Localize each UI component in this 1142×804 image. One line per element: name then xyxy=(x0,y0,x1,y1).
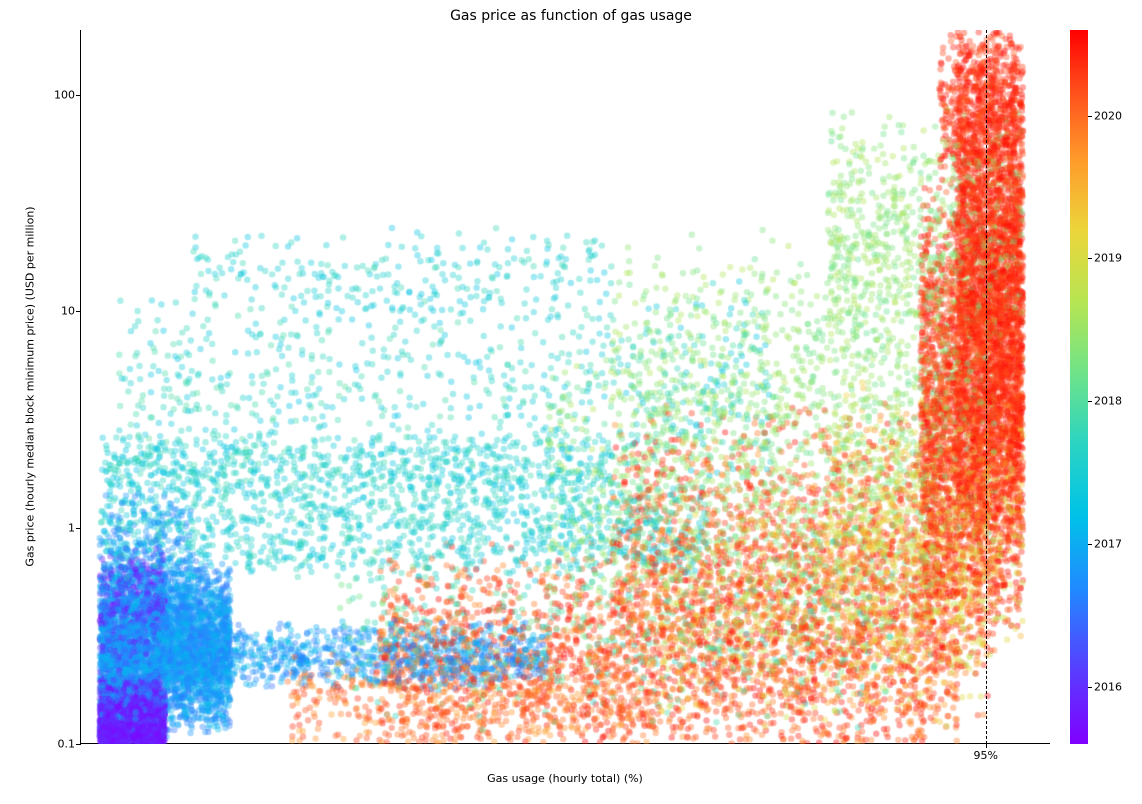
y-tick-label: 0.1 xyxy=(58,738,82,751)
y-tick-label: 1 xyxy=(68,521,81,534)
colorbar-tick-label: 2017 xyxy=(1088,538,1122,551)
colorbar-tick-label: 2018 xyxy=(1088,395,1122,408)
x-tick-label: 95% xyxy=(973,743,997,762)
chart-title: Gas price as function of gas usage xyxy=(0,8,1142,24)
reference-line-95pct xyxy=(986,30,987,744)
colorbar-tick-label: 2016 xyxy=(1088,680,1122,693)
y-axis-label: Gas price (hourly median block minimum p… xyxy=(24,30,37,744)
colorbar: 20162017201820192020 xyxy=(1070,30,1088,744)
x-axis-label: Gas usage (hourly total) (%) xyxy=(80,772,1050,785)
chart-container: Gas price as function of gas usage 0.111… xyxy=(0,0,1142,804)
plot-area: 0.1110100 95% xyxy=(80,30,1050,744)
y-tick-label: 100 xyxy=(54,89,81,102)
colorbar-tick-label: 2020 xyxy=(1088,109,1122,122)
colorbar-gradient xyxy=(1070,30,1088,744)
colorbar-tick-label: 2019 xyxy=(1088,252,1122,265)
y-tick-label: 10 xyxy=(61,305,81,318)
scatter-canvas xyxy=(81,30,1051,744)
